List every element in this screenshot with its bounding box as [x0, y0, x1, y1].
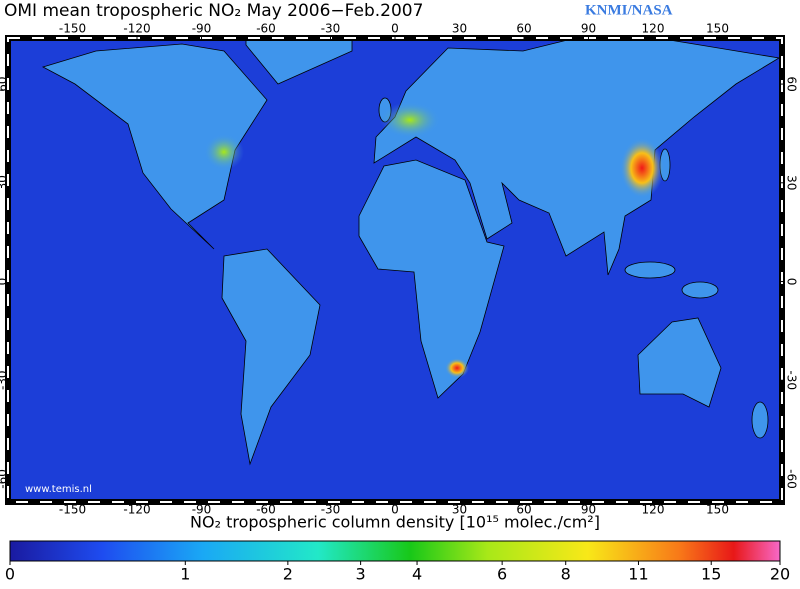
colorbar-tick-label: 8 — [561, 565, 571, 584]
lat-tick-label-right: 0 — [785, 278, 799, 286]
lon-tick-label-top: -60 — [256, 22, 276, 36]
lon-tick-label-top: -90 — [192, 22, 212, 36]
lat-tick-label-left: 0 — [0, 278, 10, 286]
lat-tick-label-left: -30 — [0, 370, 10, 390]
lon-tick-label-top: 150 — [706, 22, 729, 36]
lat-tick-label-left: 30 — [0, 175, 10, 190]
lon-tick-label-top: 30 — [452, 22, 467, 36]
colorbar-tick-label: 0 — [5, 565, 15, 584]
lat-tick-label-right: 30 — [785, 175, 799, 190]
lon-tick-label-bottom: 0 — [391, 503, 399, 517]
colorbar-tick-label: 2 — [283, 565, 293, 584]
lat-tick-label-right: -30 — [785, 370, 799, 390]
lon-tick-label-bottom: -60 — [256, 503, 276, 517]
lon-tick-label-top: 0 — [391, 22, 399, 36]
colorbar-tick-label: 11 — [628, 565, 648, 584]
colorbar-tick-label: 4 — [412, 565, 422, 584]
colorbar-tick-label: 6 — [497, 565, 507, 584]
lat-tick-label-right: -60 — [785, 469, 799, 489]
colorbar-label: NO₂ tropospheric column density [10¹⁵ mo… — [190, 513, 600, 532]
lat-tick-label-left: -60 — [0, 469, 10, 489]
lon-tick-label-top: -30 — [321, 22, 341, 36]
colorbar-tick-label: 1 — [180, 565, 190, 584]
colorbar-tick-label: 15 — [701, 565, 721, 584]
lon-tick-label-bottom: -150 — [59, 503, 86, 517]
lon-tick-label-top: 90 — [581, 22, 596, 36]
lon-tick-label-bottom: 30 — [452, 503, 467, 517]
lon-tick-label-top: 120 — [642, 22, 665, 36]
colorbar-tick-label: 3 — [356, 565, 366, 584]
lon-tick-label-bottom: -120 — [123, 503, 150, 517]
lon-tick-label-top: 60 — [516, 22, 531, 36]
lon-tick-label-bottom: 60 — [516, 503, 531, 517]
watermark: www.temis.nl — [25, 484, 92, 495]
lon-tick-label-top: -150 — [59, 22, 86, 36]
lon-tick-label-bottom: 120 — [642, 503, 665, 517]
title: OMI mean tropospheric NO₂ May 2006−Feb.2… — [4, 1, 423, 21]
continents — [41, 38, 781, 466]
lon-tick-label-bottom: -30 — [321, 503, 341, 517]
lon-tick-label-bottom: 90 — [581, 503, 596, 517]
colorbar-tick-label: 20 — [770, 565, 790, 584]
credit: KNMI/NASA — [585, 2, 673, 18]
lon-tick-label-bottom: 150 — [706, 503, 729, 517]
lat-tick-label-left: 60 — [0, 76, 10, 91]
lat-tick-label-right: 60 — [785, 76, 799, 91]
colorbar — [9, 540, 781, 562]
lon-tick-label-top: -120 — [123, 22, 150, 36]
lon-tick-label-bottom: -90 — [192, 503, 212, 517]
